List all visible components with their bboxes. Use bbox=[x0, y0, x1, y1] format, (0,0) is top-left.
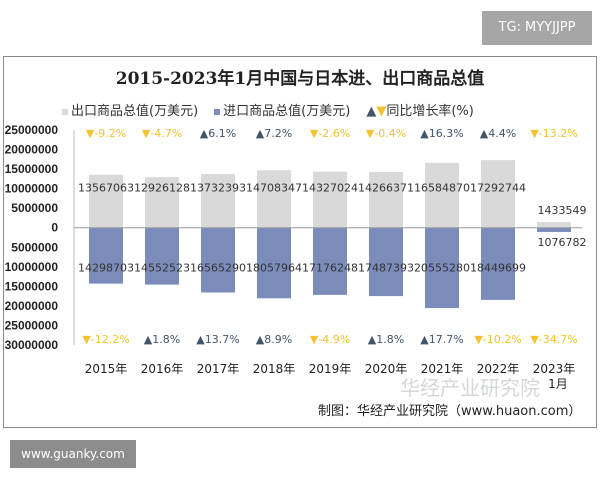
import-growth-label: ▼-34.7% bbox=[530, 333, 577, 346]
export-growth-label: ▼-4.7% bbox=[142, 127, 182, 140]
import-bar bbox=[313, 227, 347, 295]
y-tick-label: 25000000 bbox=[5, 318, 59, 332]
y-tick-label: 5000000 bbox=[11, 240, 58, 254]
import-value-label: 18449699 bbox=[470, 262, 526, 275]
y-tick-label: 10000000 bbox=[5, 260, 59, 274]
import-bar bbox=[369, 227, 403, 297]
import-bar bbox=[257, 227, 291, 299]
y-tick-label: 25000000 bbox=[5, 123, 59, 137]
import-bar bbox=[481, 227, 515, 300]
import-bar bbox=[425, 227, 459, 309]
import-value-label: 20555280 bbox=[414, 262, 470, 275]
export-growth-label: ▲6.1% bbox=[200, 127, 236, 140]
legend-import: 进口商品总值(万美元) bbox=[214, 100, 350, 119]
y-tick-label: 0 bbox=[51, 221, 58, 235]
export-bar bbox=[481, 160, 515, 228]
import-value-label: 17487393 bbox=[358, 262, 414, 275]
export-value-label: 14708347 bbox=[246, 182, 302, 195]
import-growth-label: ▲13.7% bbox=[196, 333, 239, 346]
import-value-label: 14552523 bbox=[134, 262, 190, 275]
y-tick-label: 20000000 bbox=[5, 299, 59, 313]
export-value-label: 14266371 bbox=[358, 182, 414, 195]
export-value-label: 12926128 bbox=[134, 182, 190, 195]
export-value-label: 14327024 bbox=[302, 182, 358, 195]
export-bar bbox=[425, 162, 459, 228]
export-value-label: 16584870 bbox=[414, 182, 470, 195]
export-value-label: 17292744 bbox=[470, 182, 526, 195]
x-tick-label: 2018年 bbox=[253, 362, 296, 376]
import-value-label: 16565290 bbox=[190, 262, 246, 275]
import-value-label: 18057964 bbox=[246, 262, 302, 275]
import-bar bbox=[89, 227, 123, 284]
import-growth-label: ▲1.8% bbox=[144, 333, 180, 346]
import-growth-label: ▼-10.2% bbox=[474, 333, 521, 346]
y-tick-label: 20000000 bbox=[5, 143, 59, 157]
export-bar bbox=[145, 177, 179, 228]
import-value-label: 1076782 bbox=[538, 236, 587, 249]
export-bar bbox=[369, 171, 403, 228]
chart-title: 2015-2023年1月中国与日本进、出口商品总值 bbox=[115, 69, 485, 89]
import-value-label: 17176248 bbox=[302, 262, 358, 275]
x-tick-label: 2022年 bbox=[477, 362, 520, 376]
export-growth-label: ▼-13.2% bbox=[530, 127, 577, 140]
x-tick-label: 2015年 bbox=[85, 362, 128, 376]
chart-credit: 制图：华经产业研究院（www.huaon.com） bbox=[318, 404, 582, 419]
x-tick-label: 2021年 bbox=[421, 362, 464, 376]
x-tick-label: 2019年 bbox=[309, 362, 352, 376]
export-growth-label: ▲4.4% bbox=[480, 127, 516, 140]
export-value-label: 13732393 bbox=[190, 182, 246, 195]
import-growth-label: ▲17.7% bbox=[420, 333, 463, 346]
import-growth-label: ▲8.9% bbox=[256, 333, 292, 346]
y-tick-label: 15000000 bbox=[5, 279, 59, 293]
y-tick-label: 30000000 bbox=[5, 338, 59, 352]
y-tick-label: 10000000 bbox=[5, 182, 59, 196]
import-value-label: 14298703 bbox=[78, 262, 134, 275]
export-bar bbox=[89, 174, 123, 228]
export-bar bbox=[537, 222, 571, 228]
x-tick-label: 2017年 bbox=[197, 362, 240, 376]
export-value-label: 1433549 bbox=[538, 204, 587, 217]
legend-export: 出口商品总值(万美元) bbox=[62, 100, 198, 119]
legend: 出口商品总值(万美元) 进口商品总值(万美元) ▲▼同比增长率(%) bbox=[62, 100, 474, 119]
export-growth-label: ▼-0.4% bbox=[366, 127, 406, 140]
import-growth-label: ▼-4.9% bbox=[310, 333, 350, 346]
x-tick-label: 2016年 bbox=[141, 362, 184, 376]
import-bar bbox=[537, 227, 571, 232]
y-tick-label: 5000000 bbox=[11, 201, 58, 215]
export-growth-label: ▼-9.2% bbox=[86, 127, 126, 140]
chart-frame bbox=[3, 56, 597, 428]
export-growth-label: ▲7.2% bbox=[256, 127, 292, 140]
bottom-watermark: www.guanky.com bbox=[10, 440, 136, 468]
export-growth-label: ▼-2.6% bbox=[310, 127, 350, 140]
export-bar bbox=[313, 171, 347, 228]
import-bar bbox=[201, 227, 235, 293]
export-bar bbox=[257, 170, 291, 228]
export-growth-label: ▲16.3% bbox=[420, 127, 463, 140]
legend-growth: ▲▼同比增长率(%) bbox=[366, 104, 474, 119]
x-tick-label-sub: 1月 bbox=[548, 377, 568, 391]
import-growth-label: ▲1.8% bbox=[368, 333, 404, 346]
logo-watermark: 华经产业研究院 bbox=[400, 376, 540, 400]
x-tick-label: 2023年 bbox=[533, 362, 576, 376]
export-bar bbox=[201, 174, 235, 228]
x-tick-label: 2020年 bbox=[365, 362, 408, 376]
import-bar bbox=[145, 227, 179, 285]
y-tick-label: 15000000 bbox=[5, 162, 59, 176]
export-value-label: 13567063 bbox=[78, 182, 134, 195]
import-growth-label: ▼-12.2% bbox=[82, 333, 129, 346]
watermark-tag: TG: MYYJJPP bbox=[482, 11, 592, 45]
